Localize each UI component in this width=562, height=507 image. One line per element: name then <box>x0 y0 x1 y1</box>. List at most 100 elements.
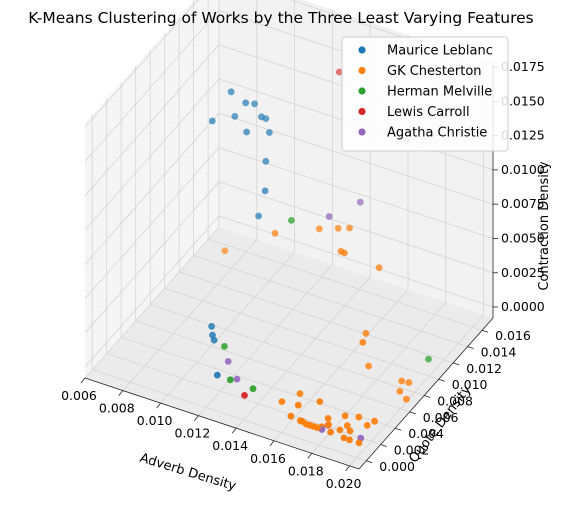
gridline-x <box>84 226 220 379</box>
legend-label: Herman Melville <box>387 85 492 100</box>
data-point <box>327 428 334 436</box>
data-point <box>325 213 333 220</box>
data-point <box>359 339 367 346</box>
data-point <box>251 100 258 108</box>
data-point <box>396 388 404 395</box>
z-axis-label: Contraction Density <box>537 161 552 291</box>
data-point <box>298 417 306 425</box>
data-point <box>241 392 248 399</box>
gridline-x <box>235 276 371 429</box>
x-tick-label: 0.006 <box>61 388 97 403</box>
data-point <box>227 88 235 96</box>
data-point <box>346 436 353 444</box>
data-point <box>355 413 363 421</box>
legend-marker <box>358 66 366 75</box>
y-tick-label: 0.004 <box>408 426 444 441</box>
data-point <box>210 336 218 344</box>
data-point <box>362 329 370 337</box>
legend-marker <box>358 128 366 136</box>
gridline-y <box>207 238 483 331</box>
gridline-z <box>84 181 220 334</box>
gridline-y <box>164 287 439 380</box>
y-tick-mark <box>453 362 460 366</box>
data-point <box>341 249 348 257</box>
x-tick-label: 0.020 <box>326 476 362 491</box>
gridline-x <box>198 264 333 416</box>
x-tick-mark <box>194 415 199 421</box>
legend-label: Maurice Leblanc <box>387 44 493 59</box>
x-tick-mark <box>156 402 161 409</box>
data-point <box>243 128 251 136</box>
data-point <box>346 427 354 435</box>
y-axis-line <box>358 317 494 470</box>
y-tick-mark <box>481 329 489 333</box>
gridline-x <box>311 302 447 454</box>
gridline-x <box>122 239 258 391</box>
y-tick-label: 0.006 <box>423 410 459 425</box>
gridline-z <box>218 112 494 205</box>
legend-marker <box>358 87 366 95</box>
legend-label: GK Chesterton <box>387 64 482 79</box>
gridline-z <box>84 147 220 299</box>
data-point <box>296 390 304 397</box>
data-point <box>221 343 228 350</box>
data-point <box>356 198 364 206</box>
data-point <box>334 224 342 232</box>
data-point <box>346 224 353 232</box>
data-point <box>343 422 351 430</box>
data-point <box>341 412 349 420</box>
data-point <box>355 439 363 447</box>
x-axis-line <box>84 377 360 470</box>
y-tick-mark <box>380 444 387 447</box>
legend-label: Lewis Carroll <box>387 105 470 120</box>
data-point <box>316 398 324 405</box>
gridline-x <box>273 289 409 442</box>
data-point <box>208 323 216 330</box>
legend-marker <box>358 46 366 54</box>
gridline-z <box>84 44 220 196</box>
y-tick-mark <box>438 378 445 382</box>
data-point <box>233 375 241 383</box>
data-point <box>425 355 432 363</box>
data-point <box>288 217 295 224</box>
y-tick-label: 0.002 <box>394 443 430 458</box>
z-tick-label: 0.0100 <box>501 162 545 177</box>
axes: 0.0060.0080.0100.0120.0140.0160.0180.020… <box>61 59 545 491</box>
data-point <box>221 247 229 255</box>
data-point <box>213 371 221 379</box>
gridline-y <box>106 353 381 445</box>
gridline-z <box>218 215 494 308</box>
gridline-y <box>135 320 410 413</box>
data-point <box>363 422 371 429</box>
legend-marker <box>358 107 366 116</box>
z-tick-label: 0.0175 <box>501 59 545 74</box>
data-point <box>405 379 413 386</box>
data-point <box>266 129 273 136</box>
z-tick-label: 0.0075 <box>501 196 545 211</box>
gridline-z <box>84 215 220 368</box>
y-tick-label: 0.008 <box>437 394 473 409</box>
y-tick-mark <box>366 460 373 464</box>
data-point <box>365 362 372 370</box>
z-tick-label: 0.0150 <box>501 93 545 108</box>
x-tick-mark <box>345 465 350 472</box>
data-point <box>271 229 279 237</box>
y-tick-label: 0.000 <box>379 459 415 474</box>
y-tick-mark <box>395 427 402 431</box>
gridline-z <box>84 0 199 128</box>
chart-title: K-Means Clustering of Works by the Three… <box>28 9 533 27</box>
data-point <box>258 113 265 121</box>
gridline-z <box>84 112 220 265</box>
data-point <box>398 377 406 385</box>
y-tick-label: 0.012 <box>466 361 502 376</box>
data-point <box>336 426 344 434</box>
gridline-y <box>121 336 396 429</box>
floor-pane <box>85 227 493 469</box>
data-point <box>375 264 383 272</box>
y-tick-mark <box>409 411 416 415</box>
data-point <box>261 187 269 195</box>
gridline-y <box>193 255 468 347</box>
gridline-x <box>349 314 484 467</box>
x-tick-label: 0.010 <box>137 413 173 428</box>
